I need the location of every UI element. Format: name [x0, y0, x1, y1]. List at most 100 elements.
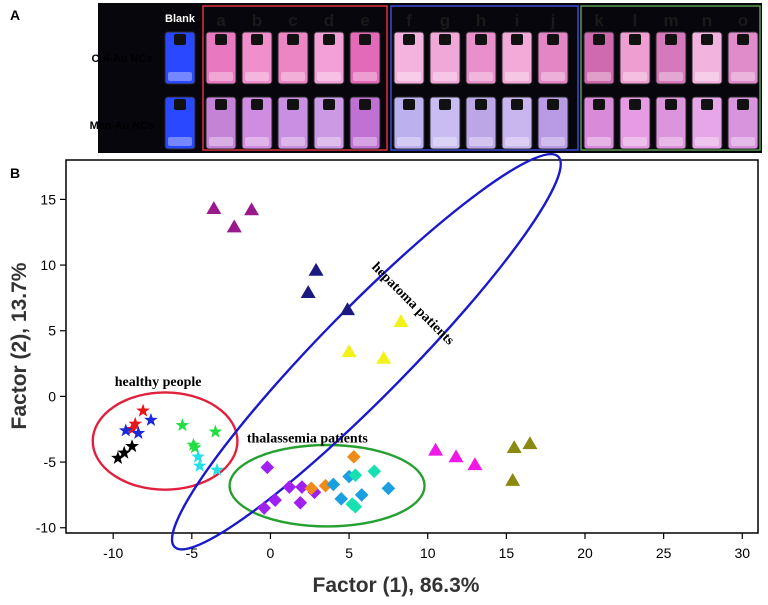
- vial-mac-o: [727, 96, 759, 150]
- vial-col-l: [619, 31, 651, 85]
- diamond-point-thal-purple: [307, 485, 322, 500]
- y-tick-label: 0: [48, 388, 56, 404]
- diamond-point-thal-purple: [268, 493, 282, 507]
- vial-col-n: [691, 31, 723, 85]
- panel-a: A Blank Col-Au NCs Mac-Au NCs a b c d e f g h i j…: [10, 3, 762, 153]
- star-point-healthy-blue: [118, 423, 133, 437]
- star-point-healthy-green: [208, 424, 223, 438]
- x-tick-label: 10: [420, 545, 436, 561]
- y-tick-label: 10: [40, 257, 56, 273]
- star-point-healthy-black: [125, 439, 139, 453]
- vial-mac-i: [501, 96, 533, 150]
- sensor-letter-b: b: [252, 11, 262, 30]
- vial-blank-mac: [164, 96, 196, 150]
- diamond-point-thal-cyan: [381, 481, 396, 496]
- diamond-point-thal-purple: [282, 480, 297, 494]
- vial-mac-c: [277, 96, 309, 150]
- y-tick-label: 15: [40, 191, 56, 207]
- vial-mac-n: [691, 96, 723, 150]
- vial-blank-col: [164, 31, 196, 85]
- diamond-point-thal-teal: [348, 468, 363, 483]
- diamond-point-thal-teal: [367, 464, 382, 479]
- triangle-point-hep-olive: [522, 436, 538, 450]
- ellipse-thalassemia-patients: [228, 443, 426, 528]
- vial-col-a: [205, 31, 237, 85]
- vial-col-e: [349, 31, 381, 85]
- vial-mac-l: [619, 96, 651, 150]
- group-box-3: [580, 5, 761, 151]
- annotation-thalassemia-patients: thalassemia patients: [247, 431, 369, 446]
- triangle-point-hep-navy: [340, 302, 356, 316]
- star-point-healthy-black: [111, 450, 125, 464]
- sensor-letters: a b c d e f g h i j k l m n o: [216, 11, 748, 30]
- triangle-point-hep-olive: [506, 440, 522, 454]
- vial-mac-d: [313, 96, 345, 150]
- group-box-2: [390, 5, 579, 151]
- diamond-point-thal-purple: [295, 480, 309, 494]
- sensor-letter-e: e: [360, 11, 369, 30]
- y-axis-label: Factor (2), 13.7%: [8, 262, 31, 429]
- triangle-point-hep-yellow: [393, 314, 409, 327]
- sensor-letter-n: n: [702, 11, 712, 30]
- x-axis-label: Factor (1), 86.3%: [313, 574, 480, 597]
- x-tick-label: 25: [656, 545, 672, 561]
- vial-col-m: [655, 31, 687, 85]
- triangle-point-hep-magenta: [448, 449, 464, 463]
- star-point-healthy-black: [117, 445, 132, 459]
- diamond-point-thal-cyan: [334, 492, 349, 506]
- triangle-point-hep-olive: [505, 472, 521, 486]
- y-axis-ticks: -10 -5 0 5 10 15: [36, 191, 66, 536]
- vial-mac-h: [465, 96, 497, 150]
- star-point-healthy-green: [186, 437, 201, 451]
- group-box-1: [202, 5, 388, 151]
- vial-col-c: [277, 31, 309, 85]
- star-point-healthy-green: [175, 418, 190, 432]
- diamond-point-thal-cyan: [326, 477, 341, 492]
- vial-col-d: [313, 31, 345, 85]
- triangle-point-hep-navy: [300, 285, 316, 299]
- vials-layer: [164, 31, 759, 150]
- sensor-letter-f: f: [406, 11, 412, 30]
- x-tick-label: -5: [186, 545, 199, 561]
- vial-mac-j: [537, 96, 569, 150]
- sensor-letter-j: j: [550, 11, 556, 30]
- x-tick-label: 15: [499, 545, 515, 561]
- star-point-healthy-blue: [144, 412, 158, 426]
- x-tick-label: 20: [577, 545, 593, 561]
- star-point-healthy-green: [188, 440, 202, 454]
- sensor-letter-c: c: [288, 11, 297, 30]
- star-point-healthy-red: [136, 403, 150, 417]
- star-point-healthy-cyan: [191, 449, 205, 463]
- diamond-point-thal-cyan: [342, 469, 356, 484]
- triangle-point-hep-purple: [206, 201, 222, 214]
- x-tick-label: 0: [267, 545, 275, 561]
- triangle-point-hep-yellow: [376, 350, 392, 364]
- sensor-letter-k: k: [594, 11, 604, 30]
- diamond-point-thal-purple: [260, 460, 275, 475]
- sensor-letter-d: d: [324, 11, 334, 30]
- star-point-healthy-blue: [131, 425, 146, 440]
- y-tick-label: 5: [48, 323, 56, 339]
- vial-mac-g: [429, 96, 461, 150]
- panel-a-label: A: [10, 7, 20, 23]
- sensor-letter-h: h: [476, 11, 486, 30]
- sensor-letter-m: m: [663, 11, 678, 30]
- annotation-healthy-people: healthy people: [115, 375, 202, 390]
- row-label-col-au: Col-Au NCs: [91, 53, 152, 65]
- sensor-letter-i: i: [515, 11, 520, 30]
- x-tick-label: 5: [345, 545, 353, 561]
- star-point-healthy-cyan: [210, 462, 224, 476]
- y-tick-label: -5: [44, 454, 57, 470]
- triangle-point-hep-navy: [308, 262, 324, 276]
- x-tick-label: 30: [734, 545, 750, 561]
- vial-col-k: [583, 31, 615, 85]
- data-points: [111, 201, 538, 515]
- vial-mac-f: [393, 96, 425, 150]
- triangle-point-hep-yellow: [341, 344, 357, 358]
- diamond-point-thal-purple: [257, 501, 271, 515]
- vial-mac-b: [241, 96, 273, 150]
- star-point-healthy-cyan: [192, 458, 207, 472]
- y-tick-label: -10: [36, 520, 56, 536]
- row-label-mac-au: Mac-Au NCs: [90, 120, 155, 132]
